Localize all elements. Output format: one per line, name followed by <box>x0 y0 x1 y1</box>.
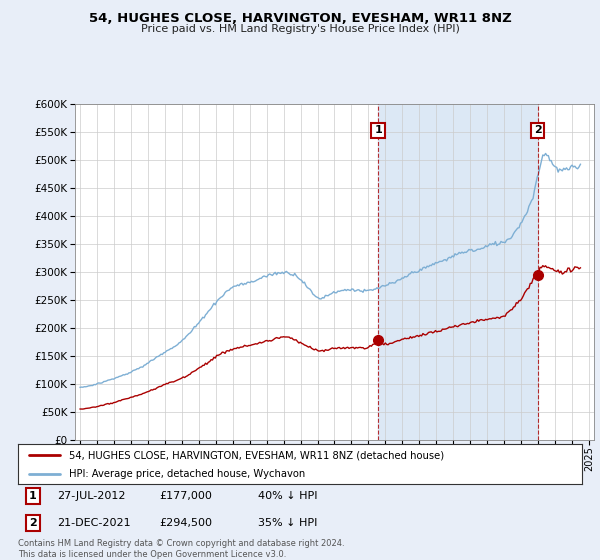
Text: 27-JUL-2012: 27-JUL-2012 <box>57 491 125 501</box>
Text: £294,500: £294,500 <box>159 518 212 528</box>
Text: 1: 1 <box>29 491 37 501</box>
Text: £177,000: £177,000 <box>159 491 212 501</box>
Text: HPI: Average price, detached house, Wychavon: HPI: Average price, detached house, Wych… <box>69 469 305 479</box>
Text: 21-DEC-2021: 21-DEC-2021 <box>57 518 131 528</box>
Text: Price paid vs. HM Land Registry's House Price Index (HPI): Price paid vs. HM Land Registry's House … <box>140 24 460 34</box>
Text: 54, HUGHES CLOSE, HARVINGTON, EVESHAM, WR11 8NZ: 54, HUGHES CLOSE, HARVINGTON, EVESHAM, W… <box>89 12 511 25</box>
Text: 40% ↓ HPI: 40% ↓ HPI <box>258 491 317 501</box>
Bar <box>378 104 538 440</box>
Text: 54, HUGHES CLOSE, HARVINGTON, EVESHAM, WR11 8NZ (detached house): 54, HUGHES CLOSE, HARVINGTON, EVESHAM, W… <box>69 450 444 460</box>
Text: 2: 2 <box>29 518 37 528</box>
Text: 1: 1 <box>374 125 382 136</box>
Text: Contains HM Land Registry data © Crown copyright and database right 2024.
This d: Contains HM Land Registry data © Crown c… <box>18 539 344 559</box>
Text: 2: 2 <box>533 125 541 136</box>
Text: 35% ↓ HPI: 35% ↓ HPI <box>258 518 317 528</box>
